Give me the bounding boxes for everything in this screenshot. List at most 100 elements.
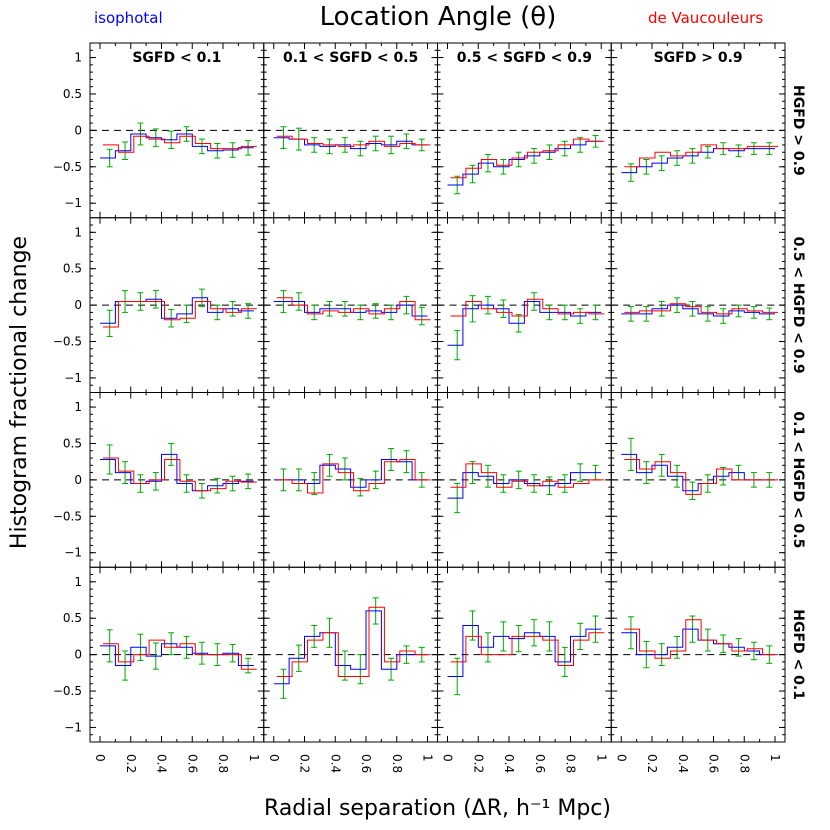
- de-vaucouleurs-histogram: [276, 297, 431, 321]
- row-label: 0.5 < HGFD < 0.9: [790, 237, 806, 374]
- panel-r3-c3: 0 0.2 0.4 0.6 0.8 1 HGFD < 0.1: [610, 566, 806, 773]
- x-tick-label: 0.2: [471, 754, 485, 773]
- y-tick-label: −0.5: [53, 684, 82, 698]
- row-label: HGFD > 0.9: [790, 85, 806, 176]
- panel-r2-c3: 0.1 < HGFD < 0.5: [610, 392, 806, 568]
- x-tick-label: 0: [93, 754, 107, 762]
- column-label: 0.5 < SGFD < 0.9: [457, 50, 592, 66]
- isophotal-histogram: [100, 133, 254, 159]
- de-vaucouleurs-histogram: [624, 619, 778, 659]
- y-tick-label: 0: [74, 298, 82, 312]
- panel-r2-c2: [437, 392, 612, 568]
- column-label: 0.1 < SGFD < 0.5: [283, 50, 418, 66]
- x-tick-label: 0.2: [645, 754, 659, 773]
- de-vaucouleurs-histogram: [450, 298, 605, 317]
- x-tick-label: 0.8: [390, 754, 404, 773]
- column-label: SGFD < 0.1: [132, 50, 221, 66]
- x-tick-label: 0.8: [216, 754, 230, 773]
- de-vaucouleurs-histogram: [450, 632, 605, 666]
- x-tick-label: 0.8: [737, 754, 751, 773]
- isophotal-histogram: [273, 610, 428, 685]
- y-tick-label: 0.5: [63, 87, 82, 101]
- de-vaucouleurs-histogram: [276, 459, 431, 494]
- de-vaucouleurs-histogram: [103, 301, 257, 328]
- y-tick-label: −1: [64, 196, 82, 210]
- panel-r1-c2: [437, 217, 612, 393]
- de-vaucouleurs-histogram: [624, 459, 778, 495]
- y-tick-label: 0: [74, 473, 82, 487]
- x-tick-label: 0: [614, 754, 628, 762]
- y-tick-label: 0: [74, 123, 82, 137]
- y-tick-label: −0.5: [53, 335, 82, 349]
- x-tick-label: 1: [768, 754, 782, 762]
- x-tick-label: 0.6: [359, 754, 373, 773]
- x-tick-label: 1: [421, 754, 435, 762]
- legend-isophotal: isophotal: [94, 9, 163, 27]
- x-tick-label: 0.6: [707, 754, 721, 773]
- column-label: SGFD > 0.9: [654, 50, 743, 66]
- de-vaucouleurs-histogram: [624, 303, 778, 315]
- panel-r0-c1: 0.1 < SGFD < 0.5: [263, 42, 438, 219]
- x-tick-label: 0.4: [155, 754, 169, 773]
- panel-r3-c2: 0 0.2 0.4 0.6 0.8 1: [437, 566, 612, 773]
- panel-r2-c1: [263, 392, 438, 568]
- x-tick-label: 0: [267, 754, 281, 762]
- x-tick-label: 1: [594, 754, 608, 762]
- y-tick-label: 0.5: [63, 262, 82, 276]
- de-vaucouleurs-histogram: [450, 138, 605, 179]
- x-tick-label: 0.4: [676, 754, 690, 773]
- panel-r0-c2: 0.5 < SGFD < 0.9: [437, 42, 612, 219]
- row-label: HGFD < 0.1: [790, 609, 806, 700]
- x-tick-label: 0.2: [124, 754, 138, 773]
- x-tick-label: 0: [441, 754, 455, 762]
- de-vaucouleurs-histogram: [276, 135, 431, 147]
- de-vaucouleurs-histogram: [624, 144, 778, 168]
- isophotal-histogram: [447, 301, 602, 346]
- isophotal-histogram: [621, 304, 775, 317]
- isophotal-histogram: [447, 140, 602, 186]
- x-tick-label: 0.6: [533, 754, 547, 773]
- panel-r1-c1: [263, 217, 438, 393]
- x-tick-label: 0.4: [328, 754, 342, 773]
- y-tick-label: −1: [64, 371, 82, 385]
- y-tick-label: −1: [64, 546, 82, 560]
- legend-de-vaucouleurs: de Vaucouleurs: [648, 9, 764, 27]
- panel-r0-c0: SGFD < 0.1 −1 −0.5 0 0.5 1: [53, 42, 265, 219]
- y-tick-label: 1: [74, 575, 82, 589]
- de-vaucouleurs-histogram: [450, 463, 605, 488]
- x-tick-label: 0.6: [185, 754, 199, 773]
- y-tick-label: −1: [64, 720, 82, 734]
- panel-r3-c0: −1 −0.5 0 0.5 1 0 0.2 0.4 0.6 0.8 1: [53, 566, 265, 773]
- isophotal-histogram: [100, 453, 254, 492]
- de-vaucouleurs-histogram: [103, 457, 257, 492]
- y-tick-label: 1: [74, 51, 82, 65]
- de-vaucouleurs-histogram: [103, 639, 257, 670]
- row-label: 0.1 < HGFD < 0.5: [790, 411, 806, 548]
- isophotal-histogram: [621, 148, 775, 174]
- x-tick-label: 0.4: [502, 754, 516, 773]
- de-vaucouleurs-histogram: [276, 606, 431, 677]
- panel-r1-c3: 0.5 < HGFD < 0.9: [610, 217, 806, 393]
- panel-r0-c3: SGFD > 0.9 HGFD > 0.9: [610, 42, 806, 219]
- isophotal-histogram: [100, 643, 254, 666]
- panel-r2-c0: −1 −0.5 0 0.5 1: [53, 392, 265, 568]
- de-vaucouleurs-histogram: [103, 135, 257, 153]
- y-tick-label: 1: [74, 400, 82, 414]
- isophotal-histogram: [621, 453, 775, 492]
- y-tick-label: 0.5: [63, 436, 82, 450]
- y-tick-label: 0: [74, 648, 82, 662]
- x-tick-label: 0.8: [564, 754, 578, 773]
- chart-title: Location Angle (θ): [319, 2, 557, 32]
- y-tick-label: −0.5: [53, 160, 82, 174]
- y-tick-label: 1: [74, 225, 82, 239]
- panel-r1-c0: −1 −0.5 0 0.5 1: [53, 217, 265, 393]
- panel-r3-c1: 0 0.2 0.4 0.6 0.8 1: [263, 566, 438, 773]
- isophotal-histogram: [447, 472, 602, 499]
- isophotal-histogram: [447, 625, 602, 677]
- x-axis-label: Radial separation (ΔR, h⁻¹ Mpc): [264, 796, 611, 821]
- y-axis-label: Histogram fractional change: [7, 236, 32, 549]
- x-tick-label: 1: [247, 754, 261, 762]
- x-tick-label: 0.2: [298, 754, 312, 773]
- y-tick-label: −0.5: [53, 509, 82, 523]
